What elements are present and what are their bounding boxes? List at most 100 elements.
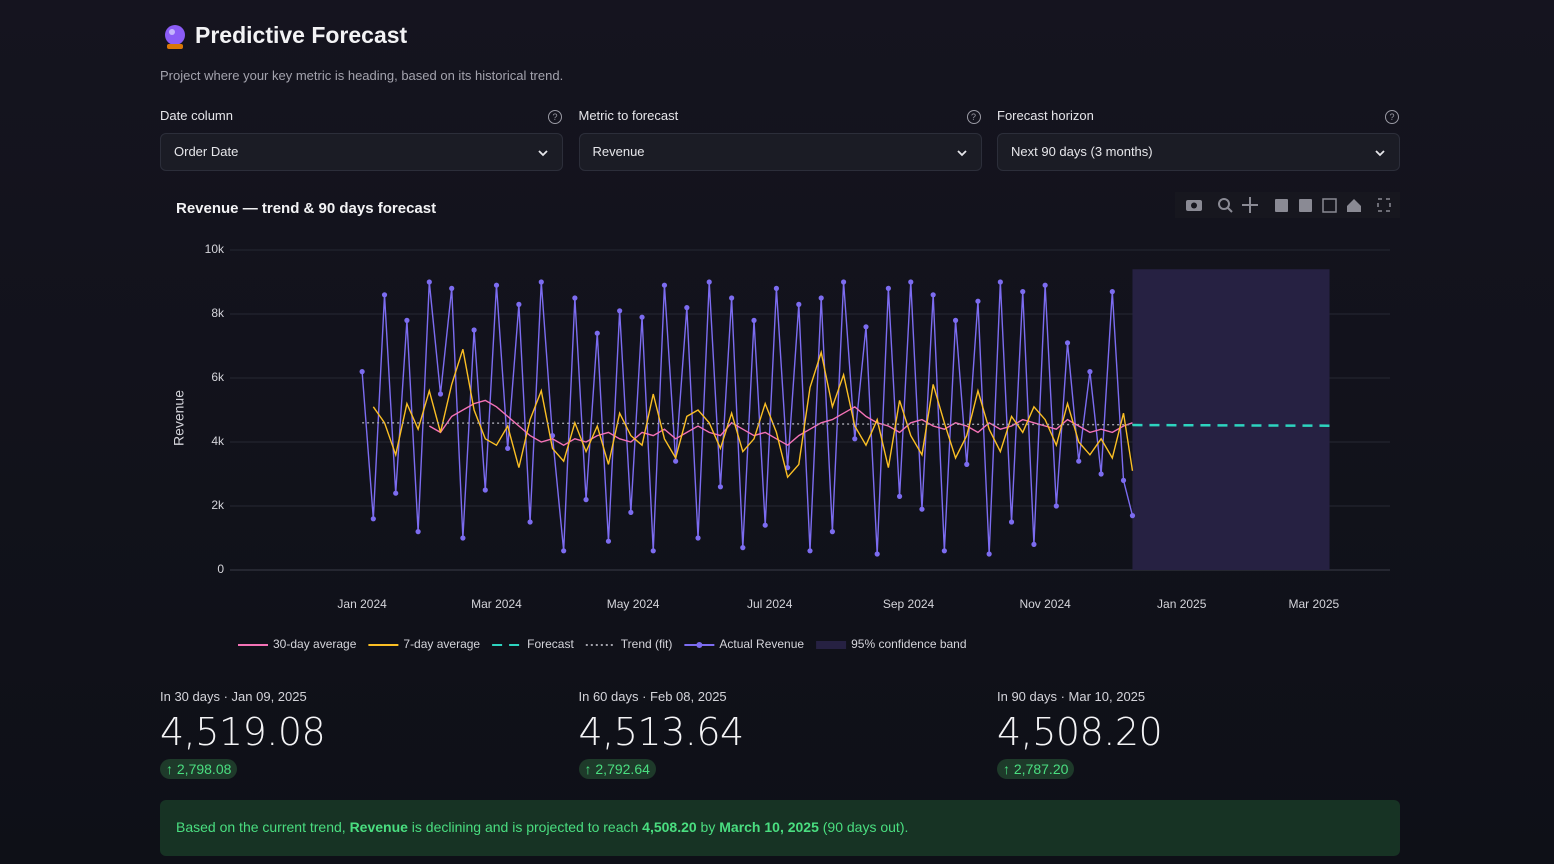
x-tick-label: Nov 2024 bbox=[1019, 597, 1071, 611]
select[interactable]: Order Date bbox=[160, 133, 563, 171]
y-tick-label: 2k bbox=[211, 498, 225, 512]
delta-value: 2,787.20 bbox=[1013, 761, 1069, 777]
legend-label: Trend (fit) bbox=[621, 637, 673, 651]
data-point bbox=[583, 497, 589, 503]
legend-label: 7-day average bbox=[403, 637, 480, 651]
data-point bbox=[516, 301, 522, 307]
data-point bbox=[852, 436, 858, 442]
data-point bbox=[471, 327, 477, 333]
series-line bbox=[362, 422, 1133, 426]
data-point bbox=[818, 295, 824, 301]
data-point bbox=[1042, 282, 1048, 288]
data-point bbox=[538, 279, 544, 285]
metric-delta: ↑ 2,792.64 bbox=[578, 759, 656, 779]
data-point bbox=[874, 551, 880, 557]
data-point bbox=[1120, 477, 1127, 483]
data-point bbox=[896, 493, 903, 499]
select[interactable]: Next 90 days (3 months) bbox=[997, 133, 1400, 171]
data-point bbox=[505, 445, 511, 451]
data-point bbox=[426, 279, 432, 285]
legend-label: 95% confidence band bbox=[851, 637, 966, 651]
data-point bbox=[729, 295, 735, 301]
data-point bbox=[1031, 541, 1037, 548]
y-axis-title: Revenue bbox=[171, 390, 187, 446]
crystal-ball-icon bbox=[165, 25, 185, 49]
data-point bbox=[493, 282, 500, 288]
series-line bbox=[361, 281, 1134, 555]
data-point bbox=[1098, 471, 1104, 477]
x-tick-label: Jan 2025 bbox=[1157, 597, 1207, 611]
insight-banner: Based on the current trend, Revenue is d… bbox=[160, 800, 1400, 856]
y-tick-label: 8k bbox=[211, 306, 225, 320]
page-title: Predictive Forecast bbox=[195, 22, 408, 48]
data-point bbox=[572, 295, 578, 301]
data-point bbox=[661, 282, 668, 288]
data-point bbox=[673, 458, 679, 464]
data-point bbox=[908, 279, 914, 285]
data-point bbox=[482, 487, 488, 493]
x-tick-label: Jul 2024 bbox=[747, 597, 793, 611]
x-tick-label: Mar 2025 bbox=[1289, 597, 1340, 611]
data-point bbox=[527, 519, 533, 525]
x-tick-label: Sep 2024 bbox=[883, 597, 935, 611]
data-point bbox=[1087, 369, 1093, 375]
data-point bbox=[919, 506, 925, 512]
data-point bbox=[796, 301, 802, 307]
banner-text: (90 days out). bbox=[818, 819, 909, 835]
banner-text: 4,508.20 bbox=[642, 819, 697, 835]
data-point bbox=[751, 317, 757, 323]
legend-label: Forecast bbox=[527, 637, 574, 651]
y-tick-label: 6k bbox=[211, 370, 225, 384]
data-point bbox=[964, 461, 970, 467]
banner-text: March 10, 2025 bbox=[719, 819, 819, 835]
data-point bbox=[740, 545, 746, 551]
select[interactable]: Revenue bbox=[578, 133, 982, 171]
data-point bbox=[997, 279, 1003, 285]
help-icon: ? bbox=[548, 110, 562, 124]
data-point bbox=[1064, 340, 1071, 346]
data-point bbox=[370, 516, 376, 522]
delta-arrow: ↑ bbox=[1003, 761, 1014, 777]
data-point bbox=[885, 285, 891, 291]
data-point bbox=[986, 551, 992, 557]
y-tick-label: 0 bbox=[217, 562, 224, 576]
data-point bbox=[381, 292, 388, 298]
data-point bbox=[684, 305, 690, 311]
data-point bbox=[639, 314, 645, 320]
data-point bbox=[785, 465, 791, 471]
help-icon: ? bbox=[966, 110, 981, 124]
data-point bbox=[549, 433, 556, 439]
chevron bbox=[1375, 150, 1385, 157]
metric-label: In 60 days · Feb 08, 2025 bbox=[578, 689, 727, 704]
data-point bbox=[941, 548, 947, 554]
series-line bbox=[372, 348, 1134, 479]
data-point bbox=[605, 538, 612, 544]
legend-marker bbox=[696, 642, 703, 648]
series-line bbox=[428, 399, 1133, 447]
control-label: Metric to forecast bbox=[578, 108, 679, 123]
data-point bbox=[1129, 513, 1136, 519]
data-point bbox=[628, 509, 634, 515]
data-point bbox=[975, 298, 981, 304]
data-point bbox=[695, 535, 701, 541]
data-point bbox=[1008, 519, 1015, 525]
chart: Revenue — trend & 90 days forecast Reven… bbox=[171, 192, 1400, 651]
delta-value: 2,798.08 bbox=[176, 761, 232, 777]
modebar[interactable] bbox=[1175, 192, 1400, 218]
banner-text: Revenue bbox=[349, 819, 408, 835]
banner-text: is declining and is projected to reach bbox=[407, 819, 643, 835]
delta-value: 2,792.64 bbox=[595, 761, 650, 777]
data-point bbox=[650, 548, 656, 554]
banner-text: Based on the current trend, bbox=[176, 819, 350, 835]
data-point bbox=[930, 292, 936, 298]
data-point bbox=[1109, 289, 1115, 295]
metric-delta: ↑ 2,798.08 bbox=[160, 759, 238, 779]
data-point bbox=[762, 522, 768, 528]
metric-delta: ↑ 2,787.20 bbox=[997, 759, 1075, 779]
legend-label: Actual Revenue bbox=[719, 637, 804, 651]
data-point bbox=[437, 391, 444, 397]
metric-value: 4,519.08 bbox=[160, 710, 326, 754]
metric-label: In 30 days · Jan 09, 2025 bbox=[160, 689, 307, 704]
legend-swatch bbox=[816, 641, 847, 649]
